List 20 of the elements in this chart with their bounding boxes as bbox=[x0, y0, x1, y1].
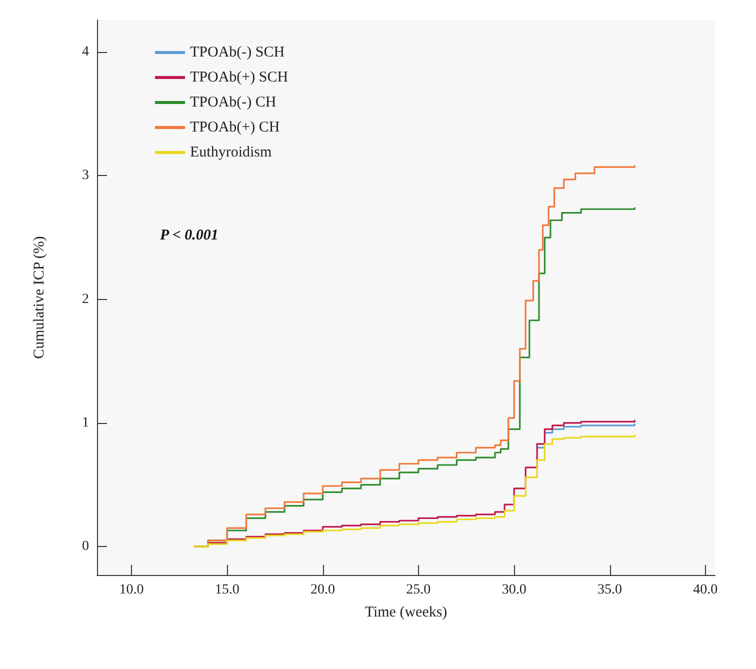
annotation: P < 0.001 bbox=[160, 228, 218, 244]
legend-label: TPOAb(-) CH bbox=[190, 94, 276, 110]
legend-label: TPOAb(-) SCH bbox=[190, 44, 285, 60]
x-tick-label: 10.0 bbox=[119, 582, 144, 598]
y-tick-label: 2 bbox=[82, 292, 89, 307]
x-tick-label: 35.0 bbox=[598, 582, 622, 598]
legend-label: TPOAb(+) CH bbox=[190, 120, 280, 136]
x-tick-label: 30.0 bbox=[502, 582, 526, 598]
y-tick-label: 3 bbox=[82, 168, 89, 184]
legend-label: TPOAb(+) SCH bbox=[190, 70, 288, 86]
legend-label: Euthyroidism bbox=[190, 144, 272, 160]
x-tick-label: 15.0 bbox=[214, 582, 240, 598]
y-tick-label: 4 bbox=[82, 44, 89, 60]
x-tick-label: 25.0 bbox=[406, 582, 431, 598]
y-tick-label: 0 bbox=[82, 539, 89, 554]
x-axis-title: Time (weeks) bbox=[364, 604, 448, 620]
x-tick-label: 40.0 bbox=[693, 582, 718, 598]
y-axis-title: Cumulative ICP (%) bbox=[32, 236, 48, 359]
x-tick-label: 20.0 bbox=[310, 582, 336, 598]
y-tick-label: 1 bbox=[82, 415, 89, 430]
